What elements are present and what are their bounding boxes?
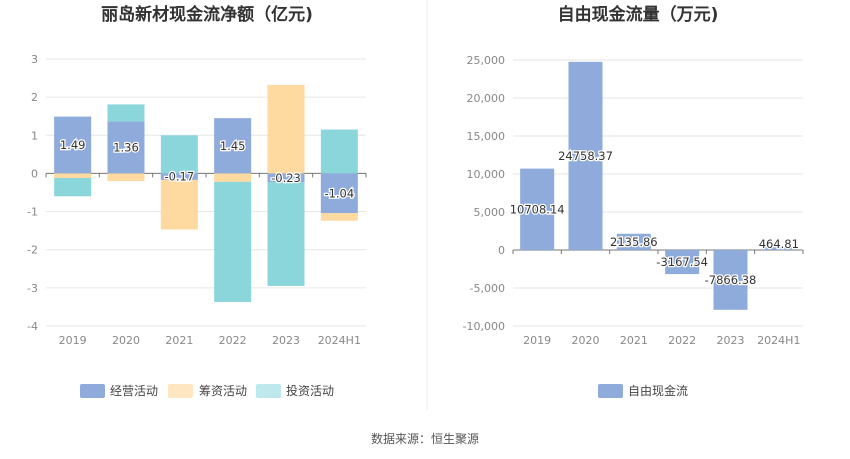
left-data-label: 1.45 <box>220 139 246 153</box>
left-grid <box>45 58 367 327</box>
right-legend: 自由现金流 <box>598 383 688 398</box>
right-x-tick-label: 2024H1 <box>757 334 800 347</box>
left-data-label: -0.23 <box>271 171 301 185</box>
right-data-label: -7866.38 <box>705 273 757 287</box>
left-x-tick-labels: 2019 2020 2021 2022 2023 2024H1 <box>59 334 361 347</box>
left-y-tick-label: -4 <box>27 320 38 333</box>
right-data-label: -3167.54 <box>656 255 708 269</box>
left-y-tick-label: 3 <box>31 53 38 66</box>
bar-free-cash-flow-2020[interactable] <box>568 61 603 250</box>
left-x-tick-label: 2023 <box>272 334 300 347</box>
right-y-tick-label: 0 <box>498 244 505 257</box>
right-data-label: 24758.37 <box>558 149 613 163</box>
left-bars <box>54 84 358 302</box>
bar-free-cash-flow-2021[interactable] <box>616 233 651 250</box>
bar-operating-2019[interactable] <box>54 116 92 174</box>
left-data-label: 1.49 <box>60 138 86 152</box>
bar-free-cash-flow-2022[interactable] <box>665 250 700 275</box>
bar-financing-2022[interactable] <box>214 173 252 182</box>
bar-financing-2020[interactable] <box>107 173 145 182</box>
legend-label-free-cash-flow[interactable]: 自由现金流 <box>628 383 688 398</box>
bar-investing-2020[interactable] <box>107 104 145 122</box>
right-y-tick-label: 10,000 <box>467 168 506 181</box>
legend-swatch-free-cash-flow <box>598 384 623 398</box>
legend-label-investing[interactable]: 投资活动 <box>286 383 334 398</box>
left-chart-title: 丽岛新材现金流净额（亿元) <box>101 4 313 25</box>
left-x-tick-label: 2020 <box>112 334 140 347</box>
bar-financing-2019[interactable] <box>54 173 92 179</box>
bar-operating-2021[interactable] <box>160 173 198 180</box>
right-y-tick-label: 15,000 <box>467 130 506 143</box>
legend-swatch-financing <box>168 384 193 398</box>
right-y-tick-label: -5,000 <box>470 282 505 295</box>
legend-label-operating[interactable]: 经营活动 <box>110 384 158 398</box>
right-y-tick-label: 25,000 <box>467 54 506 67</box>
source-note: 数据来源：恒生聚源 <box>371 431 479 446</box>
left-data-labels: 1.49 1.36 -0.17 1.45 -0.23 -1.04 <box>59 137 356 202</box>
bar-investing-2021[interactable] <box>160 135 198 174</box>
left-x-tick-label: 2024H1 <box>318 334 361 347</box>
right-x-tick-label: 2020 <box>572 334 600 347</box>
left-y-tick-label: -2 <box>27 244 38 257</box>
left-x-tick-label: 2021 <box>165 334 193 347</box>
right-y-tick-label: 5,000 <box>474 206 506 219</box>
legend-swatch-operating <box>80 384 105 398</box>
right-x-tick-labels: 2019 2020 2021 2022 2023 2024H1 <box>523 334 800 347</box>
bar-investing-2024H1[interactable] <box>320 129 358 174</box>
right-data-label: 10708.14 <box>510 202 565 216</box>
left-y-tick-labels: 3 2 1 0 -1 -2 -3 -4 <box>27 53 38 333</box>
right-bars <box>520 61 796 310</box>
right-y-tick-label: 20,000 <box>467 92 506 105</box>
left-data-label: -0.17 <box>164 170 194 184</box>
right-x-tick-label: 2019 <box>523 334 551 347</box>
bar-free-cash-flow-2023[interactable] <box>713 250 748 310</box>
bar-operating-2023[interactable] <box>267 173 305 183</box>
left-y-tick-label: 2 <box>31 91 38 104</box>
left-y-tick-label: -1 <box>27 206 38 219</box>
bar-free-cash-flow-2019[interactable] <box>520 168 555 250</box>
right-x-tick-label: 2021 <box>620 334 648 347</box>
bar-investing-2023[interactable] <box>267 182 305 286</box>
right-data-labels: 10708.14 24758.37 2135.86 -3167.54 -7866.38 4… <box>508 148 800 288</box>
left-data-label: -1.04 <box>324 186 354 200</box>
left-data-label: 1.36 <box>113 140 139 154</box>
right-y-tick-labels: 25,000 20,000 15,000 10,000 5,000 0 -5,000 -10,… <box>463 54 505 333</box>
bar-investing-2022[interactable] <box>214 181 252 302</box>
bar-operating-2024H1[interactable] <box>320 173 358 214</box>
left-x-tick-label: 2019 <box>59 334 87 347</box>
right-y-tick-label: -10,000 <box>463 320 505 333</box>
bar-investing-2019[interactable] <box>54 178 92 197</box>
left-y-tick-label: 1 <box>31 129 38 142</box>
left-legend: 经营活动 筹资活动 投资活动 <box>80 383 334 398</box>
right-data-label: 464.81 <box>759 237 799 251</box>
right-grid <box>512 59 804 327</box>
left-x-tick-label: 2022 <box>219 334 247 347</box>
legend-label-financing[interactable]: 筹资活动 <box>199 384 247 398</box>
legend-swatch-investing <box>256 384 281 398</box>
right-data-label: 2135.86 <box>610 235 658 249</box>
left-y-tick-label: 0 <box>31 167 38 180</box>
bar-operating-2022[interactable] <box>214 118 252 174</box>
right-chart-title: 自由现金流量（万元) <box>558 4 719 25</box>
bar-financing-2023[interactable] <box>267 84 305 174</box>
right-x-tick-label: 2022 <box>668 334 696 347</box>
left-y-tick-label: -3 <box>27 282 38 295</box>
bar-financing-2021[interactable] <box>160 179 198 230</box>
bar-free-cash-flow-2024H1[interactable] <box>761 246 796 250</box>
bar-operating-2020[interactable] <box>107 121 145 174</box>
right-x-tick-label: 2023 <box>717 334 745 347</box>
bar-financing-2024H1[interactable] <box>320 213 358 221</box>
